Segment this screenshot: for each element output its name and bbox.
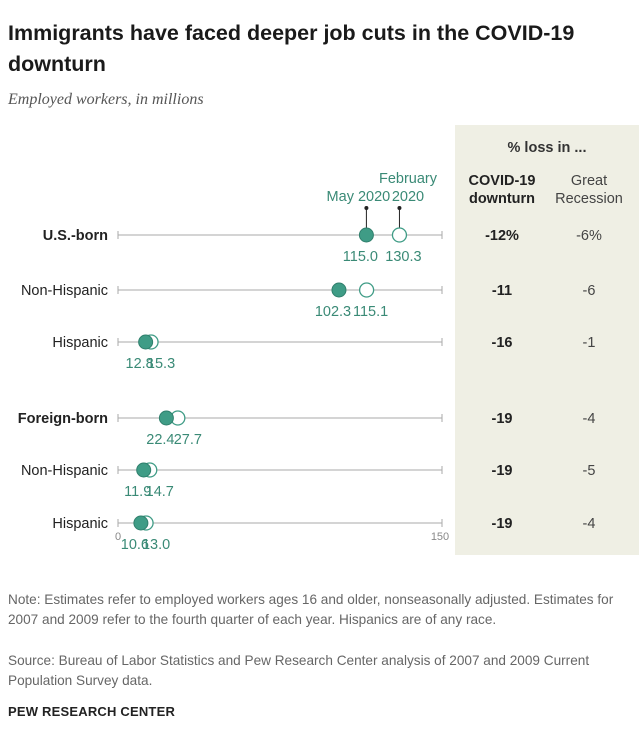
org-credit: PEW RESEARCH CENTER	[8, 704, 176, 719]
value-label-feb: 13.0	[142, 537, 170, 553]
chart-source: Source: Bureau of Labor Statistics and P…	[8, 653, 590, 688]
recession-loss: -6%	[576, 228, 602, 244]
covid-loss: -19	[492, 411, 513, 427]
legend-feb-line1: February	[379, 171, 438, 187]
dot-may	[331, 282, 347, 298]
covid-loss: -12%	[485, 228, 519, 244]
legend-may: May 2020	[327, 189, 391, 205]
value-label-may: 115.0	[343, 249, 378, 265]
chart-title: Immigrants have faced deeper job cuts in…	[8, 21, 575, 76]
recession-loss: -1	[583, 335, 596, 351]
col-header-covid-line1: COVID-19	[469, 173, 536, 189]
x-tick-0: 0	[115, 531, 121, 543]
legend-may-leader-dot	[364, 206, 369, 210]
recession-loss: -6	[583, 283, 596, 299]
row-label: U.S.-born	[43, 228, 108, 244]
value-label-feb: 27.7	[174, 432, 202, 448]
value-label-feb: 14.7	[146, 484, 174, 500]
dot-may	[158, 410, 174, 426]
row-label: Foreign-born	[18, 411, 108, 427]
covid-loss: -19	[492, 516, 513, 532]
row-label: Hispanic	[52, 335, 108, 351]
dot-feb	[358, 282, 375, 298]
row-label: Non-Hispanic	[21, 283, 108, 299]
loss-panel-bg	[455, 125, 639, 555]
recession-loss: -5	[583, 463, 596, 479]
recession-loss: -4	[583, 411, 596, 427]
value-label-feb: 130.3	[385, 249, 421, 265]
value-label-may: 22.4	[146, 432, 174, 448]
chart-note: Note: Estimates refer to employed worker…	[8, 592, 614, 627]
panel-header: % loss in ...	[508, 140, 587, 156]
row-label: Hispanic	[52, 516, 108, 532]
col-header-recession-line1: Great	[571, 173, 607, 189]
col-header-covid-line2: downturn	[469, 191, 535, 207]
dot-feb	[391, 227, 408, 243]
recession-loss: -4	[583, 516, 596, 532]
covid-loss: -11	[492, 283, 512, 299]
col-header-recession-line2: Recession	[555, 191, 623, 207]
row-label: Non-Hispanic	[21, 463, 108, 479]
covid-loss: -16	[492, 335, 513, 351]
chart-subtitle: Employed workers, in millions	[8, 91, 204, 108]
dot-may	[133, 515, 149, 531]
value-label-feb: 115.1	[353, 304, 388, 320]
value-label-feb: 15.3	[147, 356, 175, 372]
legend-feb-line2: 2020	[392, 189, 424, 205]
dot-may	[358, 227, 374, 243]
legend-feb-leader-dot	[397, 206, 402, 210]
value-label-may: 102.3	[315, 304, 351, 320]
x-tick-150: 150	[431, 531, 449, 543]
dot-may	[138, 334, 154, 350]
value-label-may: 11.9	[124, 484, 151, 500]
value-label-may: 12.8	[126, 356, 154, 372]
value-label-may: 10.6	[121, 537, 149, 553]
dot-may	[136, 462, 152, 478]
covid-loss: -19	[492, 463, 513, 479]
